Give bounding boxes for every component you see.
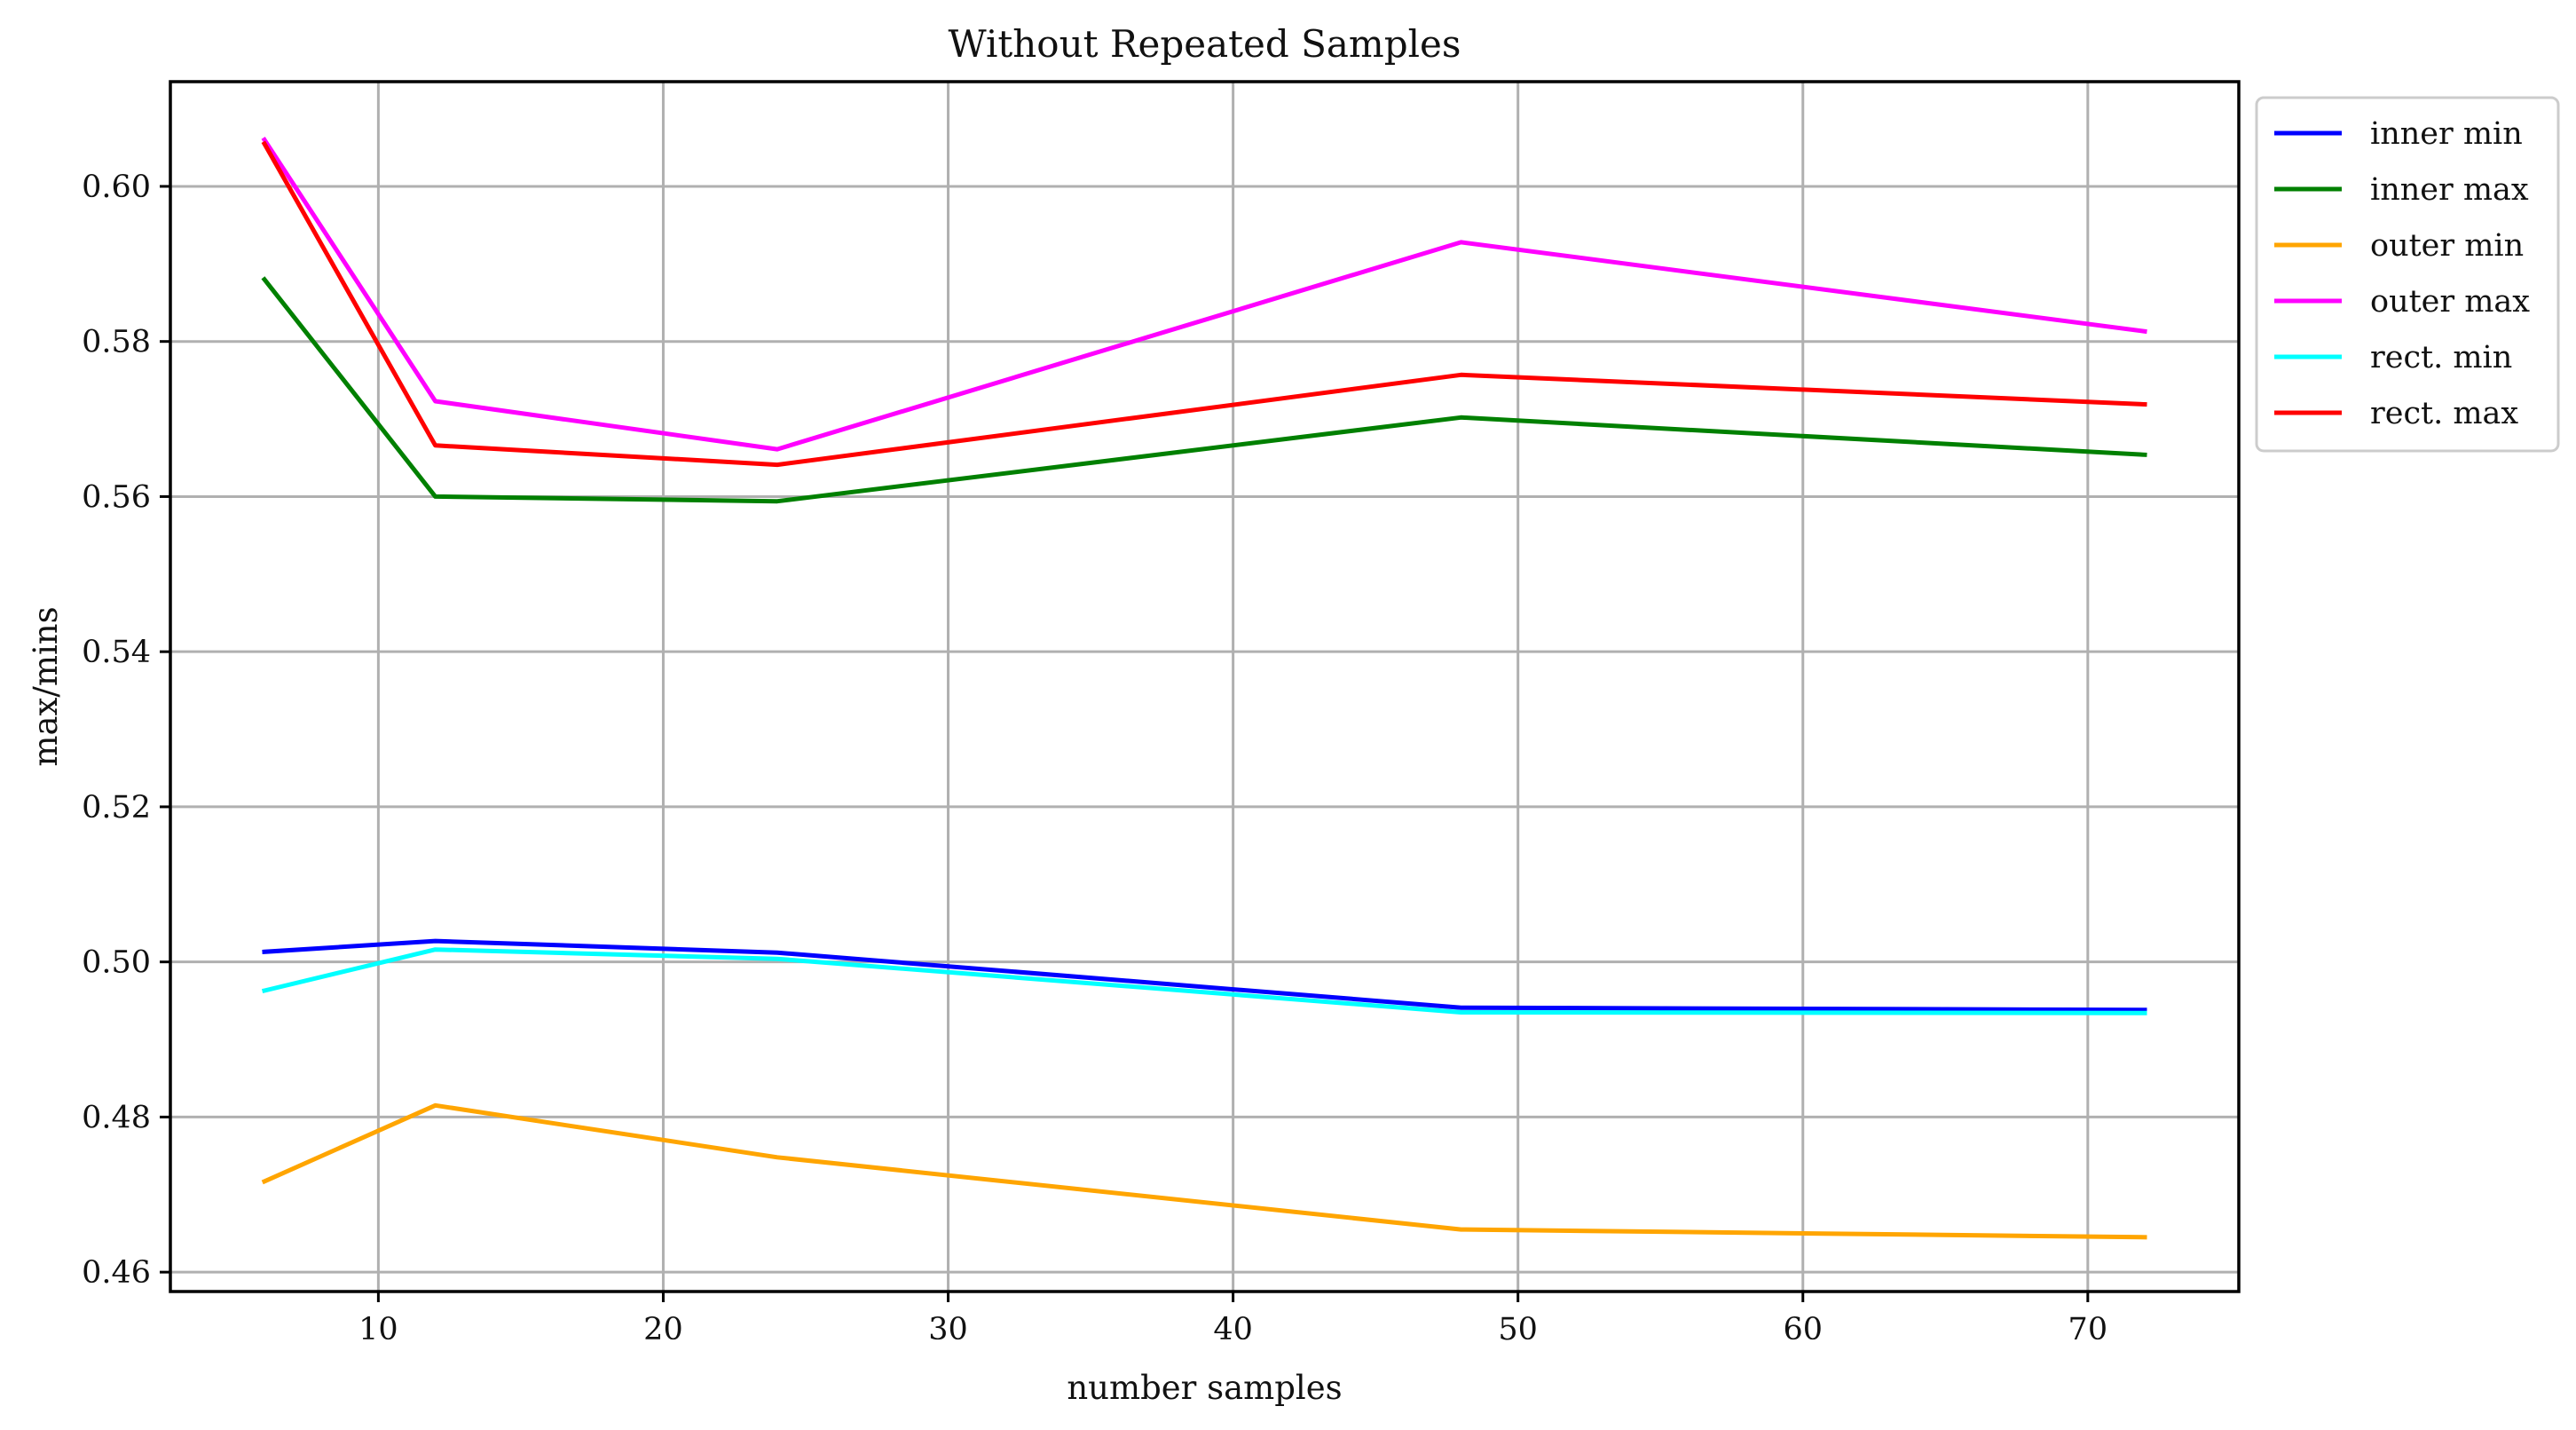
legend-label: outer max [2370,284,2530,320]
x-tick-label: 70 [2068,1312,2108,1347]
legend: inner min inner max outer min outer max rect… [2255,96,2560,453]
series-line-inner-max [261,276,2147,504]
x-tick-label: 40 [1213,1312,1253,1347]
y-tick-label: 0.56 [82,479,151,515]
x-tick-label: 20 [643,1312,683,1347]
legend-label: inner min [2370,116,2523,152]
grid [170,82,2239,1292]
legend-box [2255,96,2560,453]
y-tick-label: 0.50 [82,945,151,981]
y-tick-label: 0.48 [82,1100,151,1135]
y-tick-label: 0.52 [82,790,151,826]
chart-title: Without Repeated Samples [949,22,1461,66]
x-tick-label: 10 [358,1312,398,1347]
x-tick-label: 30 [928,1312,968,1347]
x-tick-label: 50 [1498,1312,1538,1347]
legend-label: outer min [2370,228,2524,264]
legend-label: inner max [2370,172,2529,208]
y-tick-label: 0.46 [82,1255,151,1291]
x-axis-label: number samples [1067,1369,1342,1407]
series-line-inner-min [262,938,2147,1013]
x-axis-ticks: 10 20 30 40 50 60 70 [358,1292,2107,1347]
series-lines [261,137,2147,1240]
series-line-rect-min [261,947,2147,1015]
x-tick-label: 60 [1783,1312,1823,1347]
series-line-rect-max [261,140,2147,468]
series-line-outer-min [261,1102,2147,1240]
y-axis-label: max/mins [27,606,65,766]
legend-label: rect. max [2370,396,2518,431]
series-line-outer-max [261,137,2147,452]
y-tick-label: 0.54 [82,635,151,670]
legend-label: rect. min [2370,340,2512,375]
y-tick-label: 0.58 [82,325,151,360]
y-axis-ticks: 0.46 0.48 0.50 0.52 0.54 0.56 0.58 0.60 [82,170,170,1291]
plot-frame [169,80,2241,1293]
y-tick-label: 0.60 [82,170,151,205]
